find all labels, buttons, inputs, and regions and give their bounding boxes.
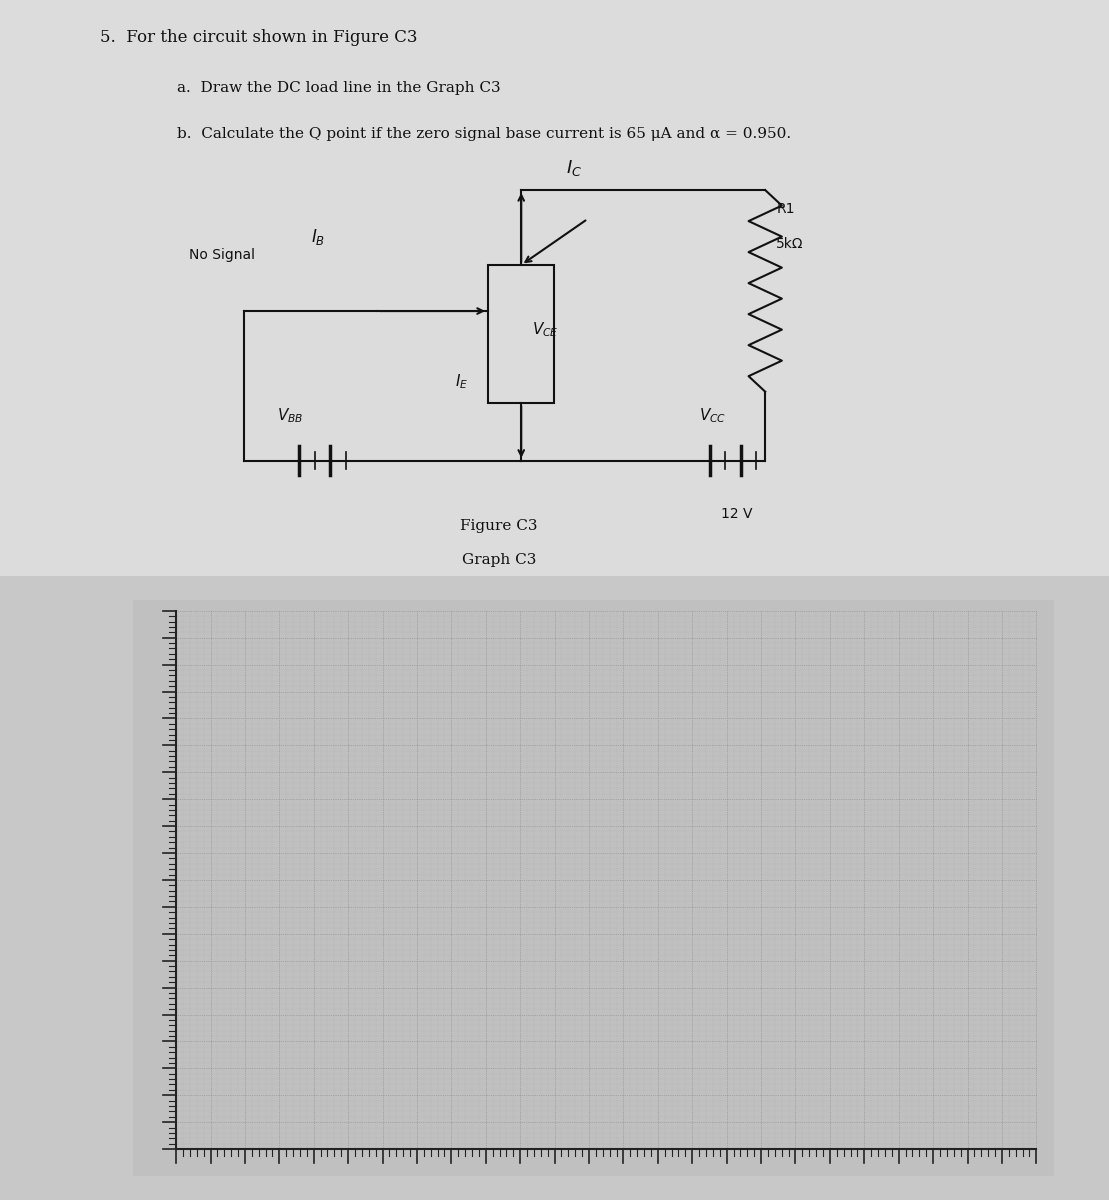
Text: 12 V: 12 V (721, 508, 752, 521)
Text: No Signal: No Signal (189, 248, 255, 263)
Text: a.  Draw the DC load line in the Graph C3: a. Draw the DC load line in the Graph C3 (177, 80, 501, 95)
Text: 5.  For the circuit shown in Figure C3: 5. For the circuit shown in Figure C3 (100, 29, 417, 46)
Text: Figure C3: Figure C3 (460, 518, 538, 533)
Text: 5kΩ: 5kΩ (776, 236, 804, 251)
Text: Graph C3: Graph C3 (461, 553, 537, 568)
Text: $V_{BB}$: $V_{BB}$ (277, 407, 304, 425)
Bar (488, 265, 554, 403)
Text: $V_{CE}$: $V_{CE}$ (532, 320, 559, 338)
Text: $V_{CC}$: $V_{CC}$ (699, 407, 726, 425)
Text: R1: R1 (776, 202, 795, 216)
Text: b.  Calculate the Q point if the zero signal base current is 65 μA and α = 0.950: b. Calculate the Q point if the zero sig… (177, 127, 792, 140)
Text: $I_C$: $I_C$ (566, 157, 581, 178)
Text: $I_B$: $I_B$ (311, 227, 325, 247)
FancyBboxPatch shape (0, 0, 1109, 576)
Text: $I_E$: $I_E$ (455, 372, 468, 391)
